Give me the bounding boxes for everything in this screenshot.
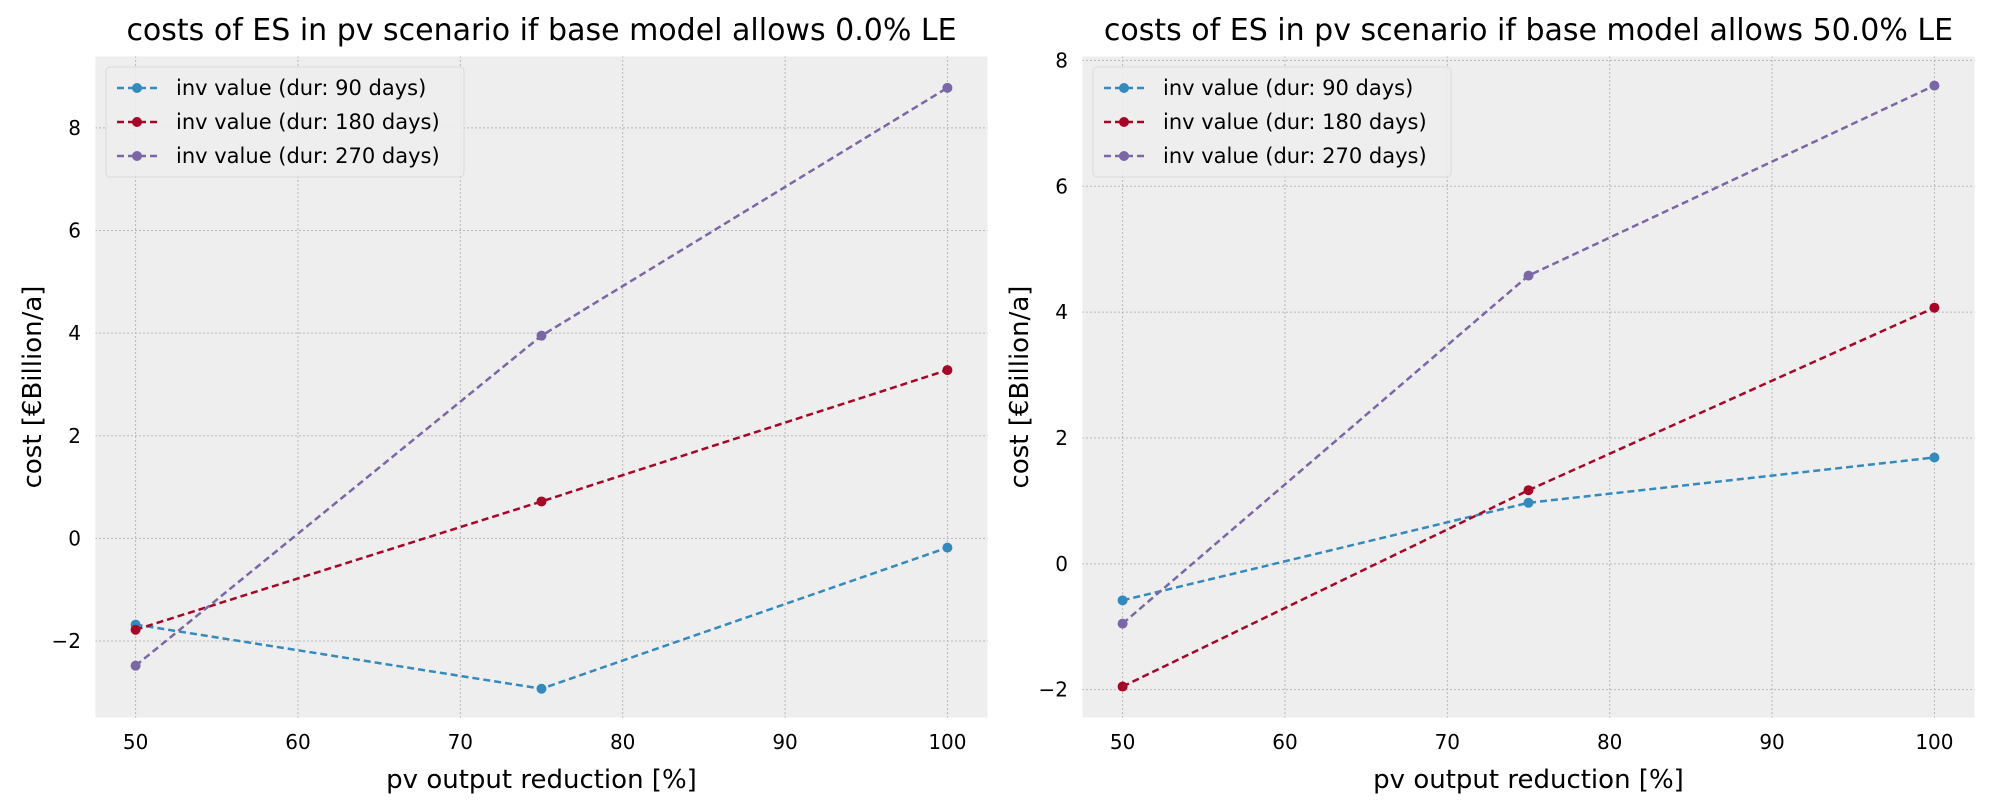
data-point	[130, 624, 141, 635]
data-point	[942, 542, 953, 553]
y-tick-label: 0	[68, 526, 81, 550]
x-tick-label: 100	[1915, 730, 1953, 754]
data-point	[1523, 497, 1534, 508]
y-tick-label: 4	[68, 321, 81, 345]
data-point	[1523, 270, 1534, 281]
y-tick-label: 8	[68, 116, 81, 140]
x-tick-label: 70	[1435, 730, 1460, 754]
legend-marker	[132, 151, 142, 161]
x-axis-label: pv output reduction [%]	[386, 765, 697, 795]
legend-marker	[1119, 83, 1129, 93]
data-point	[942, 82, 953, 93]
plot-frame	[1081, 55, 1976, 719]
y-axis-label: cost [€Billion/a]	[18, 286, 48, 489]
x-tick-label: 50	[1110, 730, 1135, 754]
legend-box	[1092, 66, 1452, 178]
plot-frame	[94, 55, 989, 719]
chart-panel-2: 50 60 70 80 90 100 −2 0 2 4 6 8 pv output reduction …	[1005, 13, 1976, 795]
y-tick-label: 2	[68, 424, 81, 448]
x-tick-label: 80	[1597, 730, 1622, 754]
legend-label: inv value (dur: 270 days)	[1163, 144, 1427, 168]
x-tick-label: 60	[1272, 730, 1297, 754]
y-tick-label: −2	[1039, 678, 1068, 702]
data-point	[1117, 595, 1128, 606]
y-tick-label: 6	[1055, 174, 1068, 198]
legend-label: inv value (dur: 90 days)	[1163, 76, 1413, 100]
data-point	[942, 365, 953, 376]
data-point	[1929, 302, 1940, 313]
x-tick-label: 80	[610, 730, 635, 754]
y-tick-label: 4	[1055, 300, 1068, 324]
series-line-2	[135, 368, 948, 631]
legend-label: inv value (dur: 180 days)	[176, 110, 440, 134]
chart-panel-1: 50 60 70 80 90 100 −2 0 2 4 6 8 pv output reduction …	[18, 13, 989, 795]
data-point	[536, 496, 547, 507]
legend-marker	[1119, 117, 1129, 127]
data-point	[1929, 452, 1940, 463]
legend: inv value (dur: 90 days) inv value (dur: …	[1092, 66, 1452, 178]
x-tick-label: 50	[123, 730, 148, 754]
y-tick-label: 2	[1055, 426, 1068, 450]
y-tick-label: 6	[68, 218, 81, 242]
data-point	[1523, 485, 1534, 496]
legend-label: inv value (dur: 180 days)	[1163, 110, 1427, 134]
chart-title: costs of ES in pv scenario if base model…	[1104, 13, 1953, 48]
data-point	[1929, 80, 1940, 91]
data-point	[1117, 681, 1128, 692]
data-point	[536, 683, 547, 694]
y-axis-label: cost [€Billion/a]	[1005, 286, 1035, 489]
x-tick-label: 70	[448, 730, 473, 754]
y-tick-label: −2	[52, 629, 81, 653]
y-tick-label: 8	[1055, 48, 1068, 72]
y-tick-label: 0	[1055, 552, 1068, 576]
legend-marker	[1119, 151, 1129, 161]
legend-box	[105, 66, 465, 178]
legend-label: inv value (dur: 270 days)	[176, 144, 440, 168]
legend-label: inv value (dur: 90 days)	[176, 76, 426, 100]
legend-marker	[132, 117, 142, 127]
x-tick-label: 100	[928, 730, 966, 754]
chart-title: costs of ES in pv scenario if base model…	[126, 13, 956, 48]
data-point	[536, 330, 547, 341]
x-axis-label: pv output reduction [%]	[1373, 765, 1684, 795]
x-tick-label: 90	[1759, 730, 1784, 754]
data-point	[130, 660, 141, 671]
legend: inv value (dur: 90 days) inv value (dur: …	[105, 66, 465, 178]
x-tick-label: 60	[285, 730, 310, 754]
data-point	[1117, 618, 1128, 629]
x-tick-label: 90	[772, 730, 797, 754]
legend-marker	[132, 83, 142, 93]
